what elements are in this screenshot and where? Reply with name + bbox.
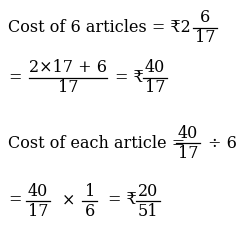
Text: ÷ 6: ÷ 6 [207,135,236,152]
Text: 2×17 + 6: 2×17 + 6 [29,59,107,76]
Text: = ₹: = ₹ [115,69,143,87]
Text: 17: 17 [177,144,198,161]
Text: 6: 6 [84,202,95,219]
Text: 40: 40 [28,182,48,199]
Text: ×: × [62,191,75,208]
Text: 17: 17 [28,202,48,219]
Text: 51: 51 [137,202,158,219]
Text: 17: 17 [144,80,165,97]
Text: 17: 17 [194,30,214,46]
Text: 20: 20 [137,182,158,199]
Text: Cost of each article =: Cost of each article = [8,135,184,152]
Text: 1: 1 [84,182,95,199]
Text: =: = [8,191,21,208]
Text: Cost of 6 articles = ₹2: Cost of 6 articles = ₹2 [8,20,190,37]
Text: = ₹: = ₹ [108,191,136,208]
Text: 40: 40 [144,59,165,76]
Text: 6: 6 [199,9,209,26]
Text: 17: 17 [57,80,78,97]
Text: 40: 40 [177,125,197,142]
Text: =: = [8,69,21,87]
